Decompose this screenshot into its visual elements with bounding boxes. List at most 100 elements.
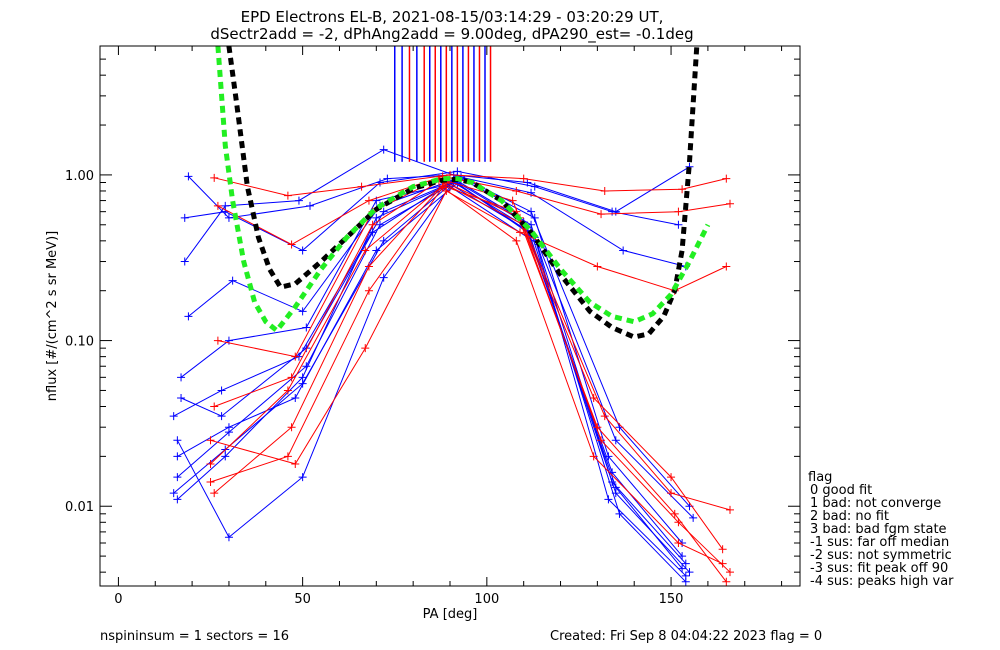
data-point-marker <box>718 559 727 568</box>
data-point-marker <box>224 423 233 432</box>
data-point-marker <box>283 191 292 200</box>
data-point-marker <box>678 185 687 194</box>
data-point-marker <box>210 402 219 411</box>
y-tick-label: 0.01 <box>65 500 94 515</box>
data-point-marker <box>180 213 189 222</box>
data-series-line <box>177 182 687 577</box>
data-point-marker <box>604 452 613 461</box>
data-point-marker <box>726 505 734 514</box>
data-point-marker <box>206 459 215 468</box>
data-point-marker <box>298 307 307 316</box>
data-series-line <box>214 174 727 197</box>
data-point-marker <box>597 210 606 219</box>
data-point-marker <box>379 145 388 154</box>
legend-entry: -3 sus: fit peak off 90 <box>810 561 948 576</box>
data-point-marker <box>283 452 292 461</box>
data-point-marker <box>383 174 392 183</box>
data-point-marker <box>527 207 536 216</box>
data-point-marker <box>604 495 613 504</box>
data-point-marker <box>368 220 377 229</box>
data-point-marker <box>206 436 215 445</box>
data-point-marker <box>364 196 373 205</box>
data-point-marker <box>722 577 731 586</box>
data-point-marker <box>173 473 182 482</box>
data-point-marker <box>210 489 219 498</box>
chart-title-line-2: dSectr2add = -2, dPhAng2add = 9.00deg, d… <box>210 25 693 44</box>
fit-curve <box>226 46 700 340</box>
data-point-marker <box>718 545 727 554</box>
data-point-marker <box>364 286 373 295</box>
data-point-marker <box>169 412 178 421</box>
data-point-marker <box>364 262 373 271</box>
y-tick-label: 0.10 <box>65 335 94 350</box>
data-point-marker <box>670 509 679 518</box>
data-point-marker <box>287 423 296 432</box>
data-point-marker <box>180 257 189 266</box>
data-point-marker <box>302 323 311 332</box>
data-point-marker <box>357 182 366 191</box>
data-point-marker <box>600 412 609 421</box>
x-tick-label: 100 <box>474 592 499 607</box>
data-series-line <box>217 178 724 550</box>
vertical-lines-layer <box>393 46 492 162</box>
data-point-marker <box>228 276 237 285</box>
data-point-marker <box>516 228 524 237</box>
data-point-marker <box>611 207 620 216</box>
chart-title-line-1: EPD Electrons EL-B, 2021-08-15/03:14:29 … <box>241 8 664 26</box>
x-tick-label: 0 <box>114 592 122 607</box>
legend-entry: 3 bad: bad fgm state <box>810 522 947 537</box>
data-point-marker <box>689 513 698 522</box>
data-point-marker <box>221 452 230 461</box>
data-point-marker <box>681 571 690 580</box>
data-point-marker <box>224 533 233 542</box>
data-point-marker <box>674 518 683 527</box>
data-point-marker <box>173 452 182 461</box>
plot-frame <box>99 45 801 587</box>
data-point-marker <box>674 538 683 547</box>
data-point-marker <box>184 312 193 321</box>
data-point-marker <box>361 344 370 353</box>
y-tick-label: 1.00 <box>65 169 94 184</box>
data-series-line <box>188 176 690 507</box>
data-point-marker <box>519 174 528 183</box>
data-point-marker <box>589 452 598 461</box>
data-point-marker <box>298 246 307 255</box>
data-point-marker <box>173 436 182 445</box>
data-point-marker <box>213 336 222 345</box>
data-point-marker <box>210 173 219 182</box>
data-point-marker <box>678 564 687 573</box>
footer-sector-info: nspininsum = 1 sectors = 16 <box>100 629 289 644</box>
data-point-marker <box>667 473 676 482</box>
data-series-line <box>210 181 731 573</box>
data-point-marker <box>294 196 303 205</box>
legend-entry: -1 sus: far off median <box>810 535 949 550</box>
data-point-marker <box>302 344 311 353</box>
data-point-marker <box>379 236 388 245</box>
data-point-marker <box>615 509 624 518</box>
data-point-marker <box>508 196 517 205</box>
data-point-marker <box>221 201 230 210</box>
legend-entry: 2 bad: no fit <box>810 509 889 524</box>
legend-entry: 1 bad: not converge <box>810 496 941 511</box>
data-point-marker <box>678 552 687 561</box>
data-point-marker <box>169 489 178 498</box>
data-point-marker <box>597 436 606 445</box>
axes-layer: 0 50 100 150 0.01 0.10 1.00 <box>65 45 800 607</box>
legend-entry: -4 sus: peaks high var <box>810 574 954 589</box>
data-point-marker <box>722 262 731 271</box>
data-point-marker <box>379 273 388 282</box>
legend-entry: 0 good fit <box>810 483 872 498</box>
data-point-marker <box>287 373 296 382</box>
data-series-line <box>217 175 731 246</box>
data-point-marker <box>523 178 532 187</box>
data-point-marker <box>530 182 539 191</box>
data-series-line <box>210 190 727 465</box>
data-point-marker <box>681 559 690 568</box>
data-point-marker <box>217 412 226 421</box>
data-series-line <box>188 166 690 219</box>
data-point-marker <box>667 489 676 498</box>
data-point-marker <box>589 394 598 403</box>
data-point-marker <box>224 213 233 222</box>
data-point-marker <box>593 262 602 271</box>
